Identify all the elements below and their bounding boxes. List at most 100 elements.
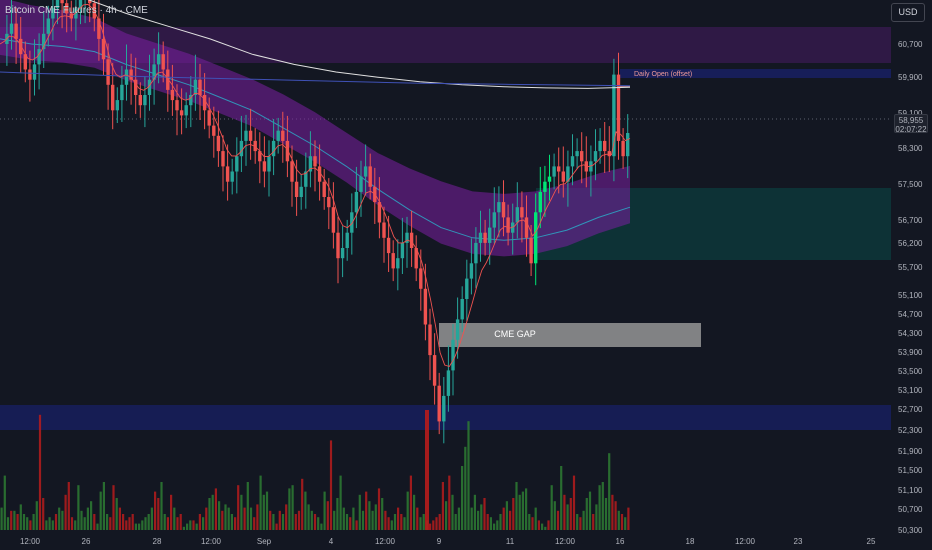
- volume-bar: [189, 520, 192, 530]
- candle-body: [400, 242, 405, 259]
- candle-body: [184, 105, 188, 116]
- volume-bar: [320, 523, 323, 530]
- volume-bar: [572, 475, 576, 530]
- volume-bar: [592, 514, 595, 530]
- volume-bar: [390, 520, 393, 530]
- candle-body: [74, 8, 78, 19]
- volume-bar: [3, 475, 6, 530]
- volume-bar: [432, 520, 435, 530]
- volume-bar: [445, 501, 448, 530]
- volume-bar: [246, 482, 249, 530]
- candle-body: [575, 151, 579, 157]
- volume-bar: [416, 507, 419, 530]
- volume-bar: [406, 491, 409, 530]
- volume-bar: [553, 501, 556, 530]
- volume-bar: [240, 494, 243, 530]
- volume-bar: [310, 510, 313, 530]
- volume-bar: [90, 501, 93, 530]
- y-axis-label: 57,500: [898, 180, 923, 189]
- volume-bar: [160, 482, 163, 530]
- candle-body: [28, 69, 32, 80]
- volume-bar: [218, 501, 221, 530]
- volume-bar: [368, 501, 371, 530]
- y-axis-label: 51,500: [898, 466, 923, 475]
- candle-body: [580, 151, 584, 162]
- candle-body: [354, 191, 359, 213]
- volume-bar: [29, 520, 32, 530]
- volume-bar: [61, 510, 64, 530]
- volume-bar: [77, 485, 80, 530]
- volume-bar: [541, 523, 544, 530]
- volume-bar: [214, 488, 217, 530]
- volume-bar: [620, 514, 624, 530]
- candle-body: [501, 202, 506, 218]
- candle-body: [235, 156, 239, 172]
- candle-body: [419, 268, 423, 289]
- x-axis-label: 23: [794, 537, 803, 546]
- candle-body: [230, 171, 234, 182]
- volume-bar: [253, 517, 256, 530]
- symbol-title: Bitcoin CME Futures · 4h · CME: [5, 5, 148, 16]
- volume-bar: [109, 517, 112, 530]
- candle-body: [497, 202, 501, 213]
- volume-bar: [473, 494, 476, 530]
- candle-body: [460, 299, 464, 320]
- volume-bar: [186, 523, 189, 530]
- candle-body: [253, 140, 257, 152]
- volume-bar: [409, 475, 412, 530]
- candle-body: [589, 161, 593, 172]
- volume-bar: [556, 510, 560, 530]
- candle-body: [290, 161, 294, 182]
- axis-labels: 60,700 59,900 59,100 58,300 57,500 56,700 56,2…: [20, 40, 923, 546]
- candle-body: [276, 130, 280, 141]
- candle-body: [78, 0, 83, 9]
- volume-bar: [275, 523, 278, 530]
- volume-bar: [352, 507, 355, 530]
- currency-button[interactable]: USD: [891, 3, 925, 22]
- candle-body: [120, 84, 124, 101]
- candle-body: [543, 181, 547, 192]
- volume-bar: [502, 507, 505, 530]
- volume-bar: [608, 453, 611, 530]
- candle-body: [469, 263, 474, 279]
- volume-bar: [125, 520, 128, 530]
- candle-body: [262, 161, 267, 172]
- candle-body: [566, 166, 570, 182]
- x-axis-label: 11: [506, 537, 515, 546]
- x-axis-label: 16: [616, 537, 625, 546]
- x-axis-label: 9: [437, 537, 442, 546]
- candle-body: [65, 3, 69, 14]
- candle-body: [304, 171, 308, 187]
- volume-bar: [400, 514, 403, 530]
- volume-bar: [419, 517, 422, 530]
- candle-body: [299, 186, 303, 197]
- volume-bar: [448, 475, 451, 530]
- candle-body: [409, 232, 414, 248]
- volume-bar: [534, 507, 537, 530]
- volume-bar: [339, 475, 342, 530]
- volume-bar: [544, 526, 547, 530]
- volume-bar: [489, 517, 492, 530]
- candle-body: [391, 253, 395, 269]
- candle-body: [414, 248, 418, 269]
- volume-bar: [93, 514, 96, 530]
- candle-body: [97, 18, 101, 39]
- volume-bar: [134, 523, 137, 530]
- volume-bar: [355, 520, 358, 530]
- candle-body: [626, 133, 630, 157]
- candle-body: [106, 59, 110, 85]
- current-price-value: 58,955: [898, 116, 924, 125]
- volume-bar: [483, 498, 486, 530]
- candle-body: [202, 95, 207, 111]
- volume-bar: [441, 482, 444, 530]
- candle-body: [437, 385, 441, 422]
- volume-bar: [42, 498, 45, 530]
- volume-bar: [624, 517, 627, 530]
- y-axis-label: 54,700: [898, 310, 923, 319]
- candle-body: [465, 278, 469, 299]
- volume-bar: [585, 498, 588, 530]
- sma-blue-line: [0, 71, 631, 87]
- candle-body: [221, 151, 225, 167]
- candle-body: [506, 217, 510, 233]
